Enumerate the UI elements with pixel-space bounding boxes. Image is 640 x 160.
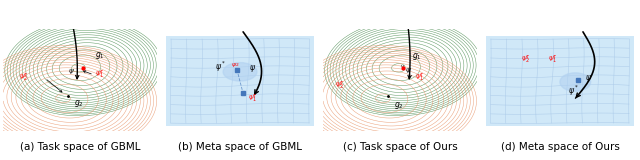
Text: $\psi$: $\psi$: [68, 67, 74, 76]
Text: $g_2$: $g_2$: [74, 98, 84, 109]
Ellipse shape: [223, 63, 257, 81]
Ellipse shape: [560, 73, 591, 91]
Text: (d) Meta space of Ours: (d) Meta space of Ours: [500, 142, 620, 152]
Text: (b) Meta space of GBML: (b) Meta space of GBML: [178, 142, 302, 152]
Text: $\psi^*$: $\psi^*$: [568, 84, 579, 98]
Text: $\psi_1^{\tau}$: $\psi_1^{\tau}$: [415, 72, 425, 84]
Text: $\psi_2^{\tau}$: $\psi_2^{\tau}$: [19, 72, 28, 84]
Text: $\psi_1^{\tau}$: $\psi_1^{\tau}$: [95, 69, 106, 81]
Text: $\psi$: $\psi$: [584, 73, 591, 84]
Text: $\psi_1^{\tau}$: $\psi_1^{\tau}$: [548, 54, 557, 66]
FancyBboxPatch shape: [166, 36, 314, 126]
Text: $\psi$: $\psi$: [404, 66, 412, 75]
Text: $\psi_2^{\tau}$: $\psi_2^{\tau}$: [335, 80, 345, 92]
Text: $g_2$: $g_2$: [394, 100, 404, 111]
Text: (c) Task space of Ours: (c) Task space of Ours: [342, 142, 458, 152]
Text: $g_1$: $g_1$: [412, 52, 422, 63]
Text: $v$: $v$: [400, 63, 405, 70]
Text: $g_1$: $g_1$: [95, 50, 105, 61]
Text: $\psi_2^{\tau}$: $\psi_2^{\tau}$: [522, 54, 531, 66]
Text: (a) Task space of GBML: (a) Task space of GBML: [20, 142, 140, 152]
Text: $\psi$: $\psi$: [249, 63, 257, 74]
Text: $\psi^*$: $\psi^*$: [216, 59, 227, 74]
FancyBboxPatch shape: [486, 36, 634, 126]
Text: $\psi_2$: $\psi_2$: [231, 61, 239, 69]
Text: $\psi_1^{\tau}$: $\psi_1^{\tau}$: [248, 93, 258, 105]
